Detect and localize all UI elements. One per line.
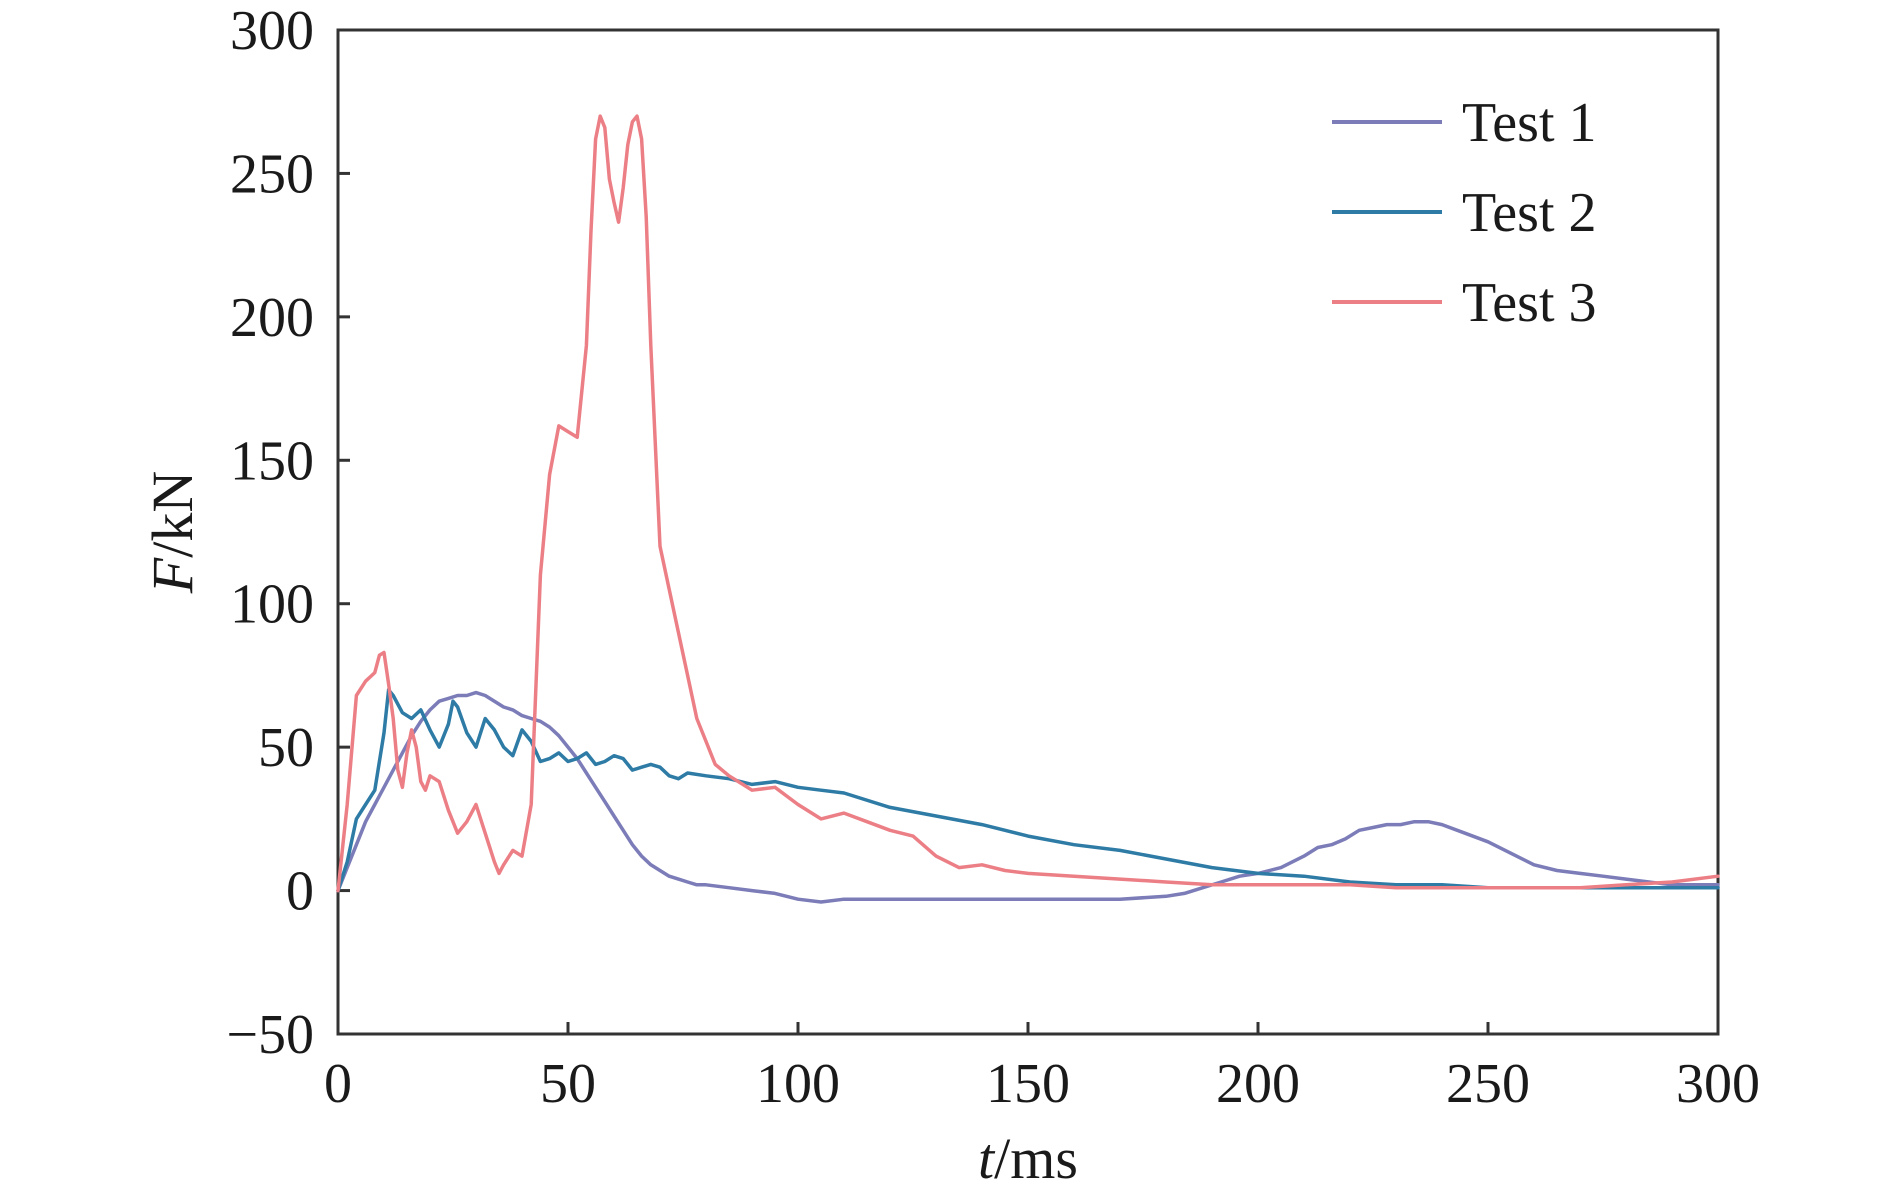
x-tick-label: 150 [986, 1053, 1070, 1115]
y-tick-label: 50 [258, 717, 314, 779]
x-tick-label: 50 [540, 1053, 596, 1115]
y-axis-title: F/kN [140, 471, 205, 594]
y-tick-label: 150 [230, 430, 314, 492]
x-tick-label: 250 [1446, 1053, 1530, 1115]
legend: Test 1 Test 2 Test 3 [1332, 92, 1597, 334]
y-axis-title-symbol: F [140, 557, 205, 594]
x-tick-label: 0 [324, 1053, 352, 1115]
series-line-test-2 [336, 688, 1720, 893]
y-tick-label: 300 [230, 0, 314, 62]
y-axis: −50 0 50 100 150 200 250 300 [226, 0, 350, 1066]
series-line-test-3 [336, 114, 1720, 893]
x-tick-label: 200 [1216, 1053, 1300, 1115]
x-axis-title-symbol: t [978, 1126, 996, 1191]
x-tick-label: 100 [756, 1053, 840, 1115]
x-axis-title: t/ms [978, 1126, 1078, 1191]
y-tick-label: −50 [226, 1004, 314, 1066]
x-axis: 0 50 100 150 200 250 300 [324, 1022, 1760, 1115]
y-tick-label: 200 [230, 287, 314, 349]
legend-label-test-2: Test 2 [1462, 182, 1597, 244]
y-tick-label: 250 [230, 143, 314, 205]
x-tick-label: 300 [1676, 1053, 1760, 1115]
y-tick-label: 100 [230, 574, 314, 636]
y-tick-label: 0 [286, 861, 314, 923]
y-axis-title-unit: /kN [140, 471, 205, 558]
legend-label-test-3: Test 3 [1462, 272, 1597, 334]
legend-label-test-1: Test 1 [1462, 92, 1597, 154]
series-lines [336, 114, 1720, 904]
x-axis-title-unit: /ms [994, 1126, 1078, 1191]
series-line-test-1 [336, 690, 1720, 904]
